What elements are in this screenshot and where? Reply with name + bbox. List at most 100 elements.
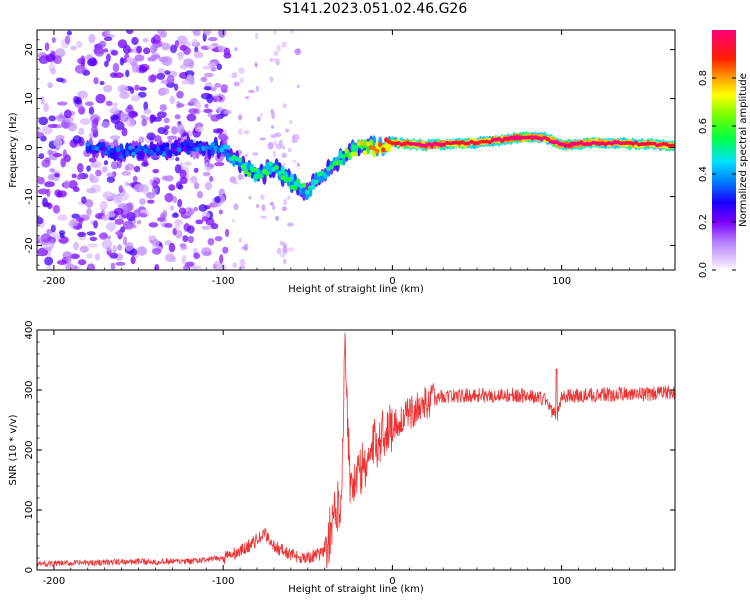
spectrogram-cell: [94, 47, 105, 57]
spectrogram-cell: [164, 70, 171, 75]
spectrogram-cell: [140, 114, 146, 120]
spectrogram-cell: [202, 65, 212, 70]
spectrogram-cell: [183, 207, 195, 217]
spectrogram-cell: [37, 188, 49, 195]
spectrogram-cell: [283, 258, 287, 265]
spectrogram-cell: [129, 87, 135, 94]
spectrogram-cell: [294, 48, 302, 56]
spectrogram-cell: [282, 103, 287, 109]
spectrogram-cell: [179, 243, 187, 248]
spectrogram-cell: [46, 188, 51, 197]
spectrogram-cell: [110, 161, 119, 170]
spectrogram-cell: [40, 95, 45, 105]
spectrogram-cell: [50, 231, 58, 238]
spectrogram-cell: [256, 116, 261, 122]
spectrogram-cell: [112, 102, 118, 109]
spectrogram-cell: [104, 30, 111, 39]
spectrogram-cell: [45, 53, 56, 63]
spectrogram-cell: [101, 166, 108, 173]
spectrogram-cell: [179, 176, 188, 185]
spectrogram-cell: [214, 236, 223, 242]
spectrogram-cell: [151, 238, 160, 248]
colorbar-tick-label: 0.0: [698, 262, 709, 278]
spectrogram-cell: [248, 195, 252, 200]
spectrogram-cell: [204, 103, 209, 109]
spectrogram-cell: [112, 138, 119, 149]
spectrogram-cell: [198, 204, 208, 212]
spectrogram-cell: [110, 262, 116, 270]
spectrogram-cell: [121, 170, 131, 176]
spectrogram-ridge-cell: [374, 148, 380, 154]
spectrogram-cell: [177, 198, 183, 208]
spectrogram-cell: [207, 112, 213, 118]
spectrogram-cell: [210, 223, 219, 230]
spectrogram-cell: [186, 74, 193, 80]
spectrogram-cell: [52, 153, 63, 158]
spectrogram-ridge-cell: [639, 142, 645, 147]
spectrogram-cell: [105, 221, 117, 232]
spectrogram-cell: [113, 195, 123, 205]
spectrogram-cell: [80, 55, 86, 65]
spectrogram-cell: [103, 48, 109, 53]
spectrogram-cell: [105, 100, 113, 107]
spectrogram-cell: [90, 125, 98, 134]
spectrogram-cell: [214, 196, 221, 204]
spectrogram-ridge-cell: [362, 150, 368, 156]
spectrogram-ridge-cell: [103, 150, 109, 156]
spectrogram-cell: [78, 127, 85, 136]
spectrogram-cell: [48, 115, 56, 122]
spectrogram-cell: [194, 101, 202, 109]
spectrogram-cell: [151, 53, 161, 60]
snr-x-tick-label: 100: [552, 576, 571, 587]
spectrogram-x-tick-label: 100: [552, 276, 571, 287]
spectrogram-ridge-cell: [329, 164, 334, 170]
spectrogram-cell: [151, 248, 162, 255]
spectrogram-ridge-cell: [146, 148, 151, 154]
spectrogram-cell: [143, 101, 149, 112]
spectrogram-cell: [276, 247, 282, 255]
spectrogram-cell: [139, 213, 148, 218]
spectrogram-cell: [117, 39, 128, 49]
spectrogram-cell: [65, 255, 72, 264]
spectrogram-ridge-cell: [94, 146, 100, 152]
spectrogram-cell: [192, 30, 201, 37]
spectrogram-cell: [184, 161, 192, 166]
spectrogram-cell: [239, 76, 244, 84]
spectrogram-cell: [174, 40, 179, 48]
spectrogram-cell: [206, 93, 214, 104]
spectrogram-cell: [233, 203, 239, 211]
spectrogram-ridge-cell: [167, 150, 173, 156]
spectrogram-cell: [113, 207, 124, 216]
spectrogram-cell: [164, 253, 175, 263]
spectrogram-cell: [130, 255, 136, 265]
spectrogram-cell: [275, 215, 280, 221]
spectrogram-ridge-cell: [125, 150, 130, 156]
spectrogram-cell: [210, 66, 217, 72]
spectrogram-cell: [124, 181, 129, 187]
spectrogram-cell: [57, 214, 68, 221]
spectrogram-cell: [156, 111, 167, 119]
spectrogram-cell: [212, 97, 218, 103]
spectrogram-cell: [87, 243, 99, 248]
spectrogram-cell: [276, 44, 281, 52]
spectrogram-cell: [182, 265, 190, 270]
spectrogram-cell: [45, 265, 53, 270]
spectrogram-cell: [41, 159, 51, 168]
spectrogram-cell: [202, 171, 211, 177]
spectrogram-cell: [86, 231, 96, 236]
spectrogram-cell: [73, 241, 79, 251]
spectrogram-ridge-cell: [116, 146, 121, 152]
spectrogram-cell: [193, 206, 199, 212]
spectrogram-cell: [193, 167, 199, 173]
spectrogram-y-tick-label: 20: [24, 43, 35, 56]
spectrogram-cell: [287, 247, 295, 252]
spectrogram-cell: [296, 162, 300, 168]
spectrogram-cell: [195, 126, 204, 132]
spectrogram-ridge-cell: [502, 136, 508, 141]
spectrogram-cell: [132, 175, 138, 183]
spectrogram-cell: [106, 176, 115, 184]
spectrogram-ridge-cell: [314, 179, 319, 185]
spectrogram-cell: [86, 187, 97, 194]
spectrogram-cell: [168, 184, 176, 191]
spectrogram-cell: [216, 63, 222, 71]
